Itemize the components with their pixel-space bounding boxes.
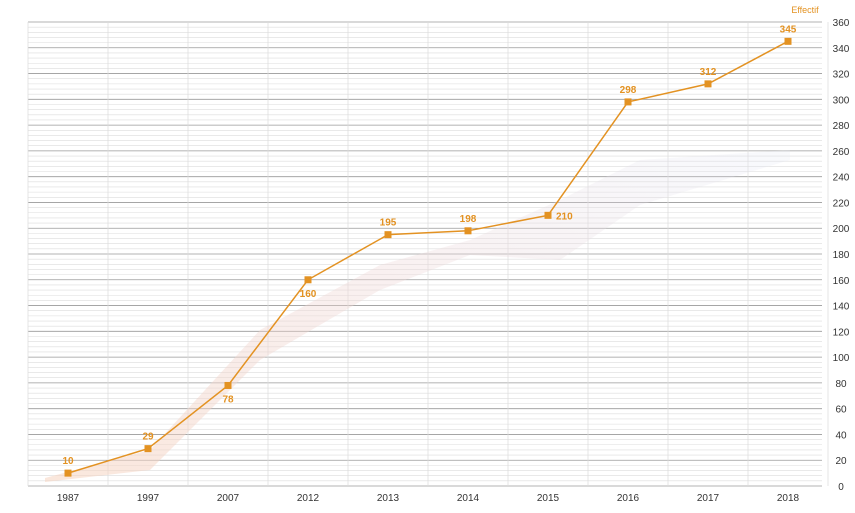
x-tick-label: 1997 xyxy=(137,493,160,504)
y-axis-title: Effectif xyxy=(791,5,819,15)
grid xyxy=(27,21,829,487)
data-point xyxy=(784,37,792,45)
y-tick-label: 200 xyxy=(833,224,850,235)
x-tick-label: 2017 xyxy=(697,493,720,504)
data-label: 298 xyxy=(620,85,637,96)
data-point xyxy=(704,80,712,88)
data-label: 29 xyxy=(142,432,154,443)
x-tick-label: 2015 xyxy=(537,493,560,504)
x-tick-label: 2012 xyxy=(297,493,320,504)
x-tick-label: 2014 xyxy=(457,493,480,504)
data-point xyxy=(304,276,312,284)
data-point xyxy=(144,445,152,453)
y-tick-label: 320 xyxy=(833,70,850,81)
y-tick-label: 180 xyxy=(833,250,850,261)
y-tick-label: 40 xyxy=(835,430,847,441)
y-tick-label: 20 xyxy=(835,456,847,467)
data-label: 312 xyxy=(700,67,717,78)
data-label: 198 xyxy=(460,214,477,225)
series-line xyxy=(67,40,789,474)
data-point xyxy=(224,381,232,389)
data-label: 345 xyxy=(780,24,797,35)
data-label: 10 xyxy=(62,456,74,467)
y-tick-label: 220 xyxy=(833,198,850,209)
y-tick-label: 240 xyxy=(833,173,850,184)
y-tick-label: 280 xyxy=(833,121,850,132)
y-tick-label: 360 xyxy=(833,18,850,29)
x-tick-label: 1987 xyxy=(57,493,80,504)
data-point xyxy=(464,227,472,235)
y-tick-label: 260 xyxy=(833,147,850,158)
data-label: 78 xyxy=(222,394,234,405)
y-tick-label: 0 xyxy=(838,482,844,493)
y-tick-label: 300 xyxy=(833,95,850,106)
data-label: 210 xyxy=(556,211,573,222)
y-tick-label: 340 xyxy=(833,44,850,55)
series-group: 10 29 78 160 195 198 210 298 312 345 xyxy=(62,24,797,477)
data-point xyxy=(544,211,552,219)
x-tick-label: 2013 xyxy=(377,493,400,504)
data-label: 160 xyxy=(300,289,317,300)
y-tick-label: 100 xyxy=(833,353,850,364)
data-point xyxy=(64,469,72,477)
data-label: 195 xyxy=(380,218,397,229)
x-tick-label: 2018 xyxy=(777,493,800,504)
x-tick-label: 2007 xyxy=(217,493,240,504)
x-axis: 1987 1997 2007 2012 2013 2014 2015 2016 2017 2018 xyxy=(57,493,800,504)
data-point xyxy=(624,98,632,106)
y-tick-label: 140 xyxy=(833,302,850,313)
data-point xyxy=(384,231,392,239)
y-tick-label: 160 xyxy=(833,276,850,287)
y-tick-label: 80 xyxy=(835,379,847,390)
x-tick-label: 2016 xyxy=(617,493,640,504)
y-tick-label: 120 xyxy=(833,327,850,338)
y-axis: 0 20 40 60 80 100 120 140 160 180 200 220 240 260 280 3… xyxy=(833,18,850,493)
y-tick-label: 60 xyxy=(835,405,847,416)
